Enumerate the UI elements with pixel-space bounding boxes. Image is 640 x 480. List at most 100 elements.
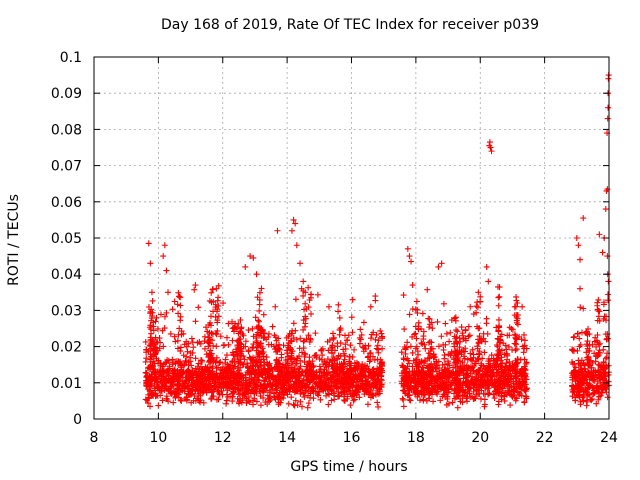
- data-point: [302, 368, 309, 375]
- data-point: [176, 360, 183, 367]
- data-point: [192, 365, 199, 372]
- data-point: [205, 376, 212, 383]
- data-point: [366, 350, 373, 357]
- data-point: [455, 367, 462, 374]
- data-point: [275, 380, 282, 387]
- data-point: [148, 391, 155, 398]
- data-point: [176, 325, 183, 332]
- data-point: [251, 389, 258, 396]
- x-tick-label: 14: [278, 430, 296, 446]
- data-point: [169, 379, 176, 386]
- data-point: [305, 304, 312, 311]
- y-tick-label: 0.07: [51, 159, 82, 175]
- data-point: [258, 285, 265, 292]
- data-point: [317, 374, 324, 381]
- data-point: [304, 376, 311, 383]
- data-point: [213, 308, 220, 315]
- data-point: [571, 370, 578, 377]
- data-point: [297, 398, 304, 405]
- data-point: [276, 371, 283, 378]
- data-point: [147, 326, 154, 333]
- data-point: [589, 396, 596, 403]
- data-point: [245, 327, 252, 334]
- data-point: [307, 394, 314, 401]
- data-point: [300, 338, 307, 345]
- data-point: [585, 369, 592, 376]
- data-point: [448, 385, 455, 392]
- data-point: [477, 293, 484, 300]
- data-point: [277, 371, 284, 378]
- data-point: [215, 313, 222, 320]
- data-point: [355, 362, 362, 369]
- data-point: [421, 375, 428, 382]
- data-point: [488, 148, 495, 155]
- data-point: [163, 393, 170, 400]
- data-point: [351, 360, 358, 367]
- data-point: [269, 381, 276, 388]
- data-point: [314, 291, 321, 298]
- data-point: [220, 363, 226, 370]
- data-point: [360, 386, 367, 393]
- data-point: [451, 377, 458, 384]
- data-point: [220, 380, 227, 387]
- data-point: [405, 387, 412, 394]
- data-point: [512, 397, 519, 404]
- data-point: [178, 364, 185, 371]
- data-point: [593, 400, 600, 407]
- data-point: [245, 348, 252, 355]
- data-point: [242, 338, 249, 345]
- data-point: [490, 391, 497, 398]
- data-point: [284, 347, 291, 354]
- data-point: [428, 339, 435, 346]
- data-point: [152, 393, 159, 400]
- data-point: [235, 382, 242, 389]
- data-point: [155, 385, 162, 392]
- data-point: [228, 362, 235, 369]
- data-point: [174, 301, 181, 308]
- data-point: [269, 323, 276, 330]
- data-point: [523, 376, 530, 383]
- data-point: [232, 320, 239, 327]
- data-point: [580, 305, 587, 312]
- data-point: [300, 377, 307, 384]
- y-axis-ticks: 0 0.01 0.02 0.03 0.04 0.05 0.06 0.07 0.08 0.09 0.1: [51, 50, 609, 428]
- data-point: [242, 343, 249, 350]
- data-point: [215, 302, 222, 309]
- data-point: [223, 400, 230, 407]
- data-point: [177, 302, 184, 309]
- data-point: [596, 340, 603, 347]
- data-point: [208, 289, 215, 296]
- data-point: [473, 358, 480, 365]
- data-point: [605, 104, 612, 111]
- data-point: [376, 386, 383, 393]
- data-point: [340, 346, 347, 353]
- data-point: [495, 302, 502, 309]
- data-point: [256, 388, 263, 395]
- data-point: [426, 355, 433, 362]
- data-point: [581, 392, 588, 399]
- data-point: [601, 370, 608, 377]
- data-point: [260, 389, 267, 396]
- data-point: [602, 362, 609, 369]
- data-point: [273, 348, 280, 355]
- data-point: [201, 338, 208, 345]
- data-point: [236, 352, 243, 359]
- data-point: [143, 346, 150, 353]
- x-tick-label: 12: [214, 430, 232, 446]
- data-point: [520, 331, 527, 338]
- data-point: [307, 378, 314, 385]
- data-point: [237, 336, 244, 343]
- data-point: [367, 394, 374, 401]
- data-point: [205, 368, 212, 375]
- data-point: [178, 397, 185, 404]
- data-point: [415, 363, 422, 370]
- data-point: [364, 363, 371, 370]
- data-point: [354, 376, 361, 383]
- data-point: [511, 394, 518, 401]
- data-point: [183, 353, 190, 360]
- data-point: [461, 365, 468, 372]
- data-point: [410, 357, 417, 364]
- data-point: [243, 399, 250, 406]
- data-point: [375, 346, 382, 353]
- data-point: [240, 380, 247, 387]
